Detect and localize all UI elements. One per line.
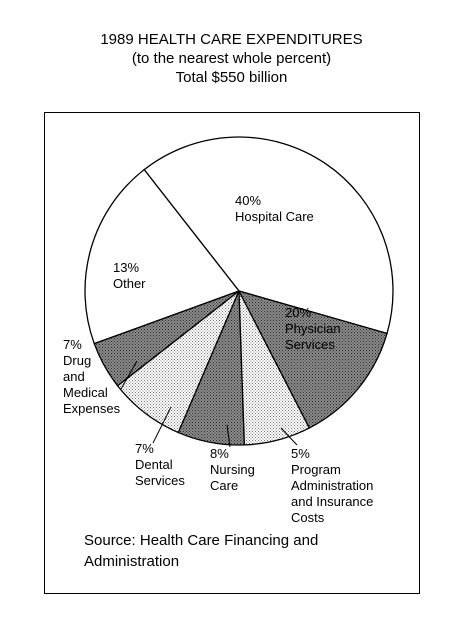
- pie-chart: 40% Hospital Care 20% Physician Services 5% Pr…: [63, 136, 394, 525]
- slice-label: 8% Nursing Care: [210, 446, 255, 493]
- leader-line: [280, 427, 298, 446]
- chart-frame: 40% Hospital Care 20% Physician Services 5% Pr…: [44, 112, 420, 594]
- source-note: Source: Health Care Financing and Admini…: [84, 532, 319, 570]
- pie-slices: [84, 136, 394, 446]
- slice-label: 20% Physician Services: [285, 305, 341, 352]
- slice-label: 7% Drug and Medical Expenses: [63, 337, 121, 416]
- chart-title: 1989 HEALTH CARE EXPENDITURES: [100, 31, 363, 48]
- leader-line: [152, 406, 172, 444]
- label-background: [109, 259, 151, 297]
- slice-labels: 40% Hospital Care 20% Physician Services 5% Pr…: [63, 193, 373, 525]
- chart-total: Total $550 billion: [175, 69, 288, 86]
- pie-slice-other: [237, 289, 388, 429]
- slice-label: 5% Program Administration and Insurance Cost…: [291, 446, 373, 525]
- chart-title-block: 1989 HEALTH CARE EXPENDITURES (to the ne…: [0, 30, 463, 87]
- pie-slice-physician-services: [84, 168, 241, 345]
- chart-subtitle: (to the nearest whole percent): [131, 50, 332, 67]
- pie-slice-hospital-care: [143, 136, 394, 335]
- slice-label: 7% Dental Services: [135, 441, 185, 488]
- leader-line: [120, 360, 138, 390]
- leader-line: [226, 424, 231, 448]
- slice-label: 13% Other: [113, 260, 146, 291]
- leader-lines: [120, 360, 298, 448]
- slice-label: 40% Hospital Care: [235, 193, 314, 224]
